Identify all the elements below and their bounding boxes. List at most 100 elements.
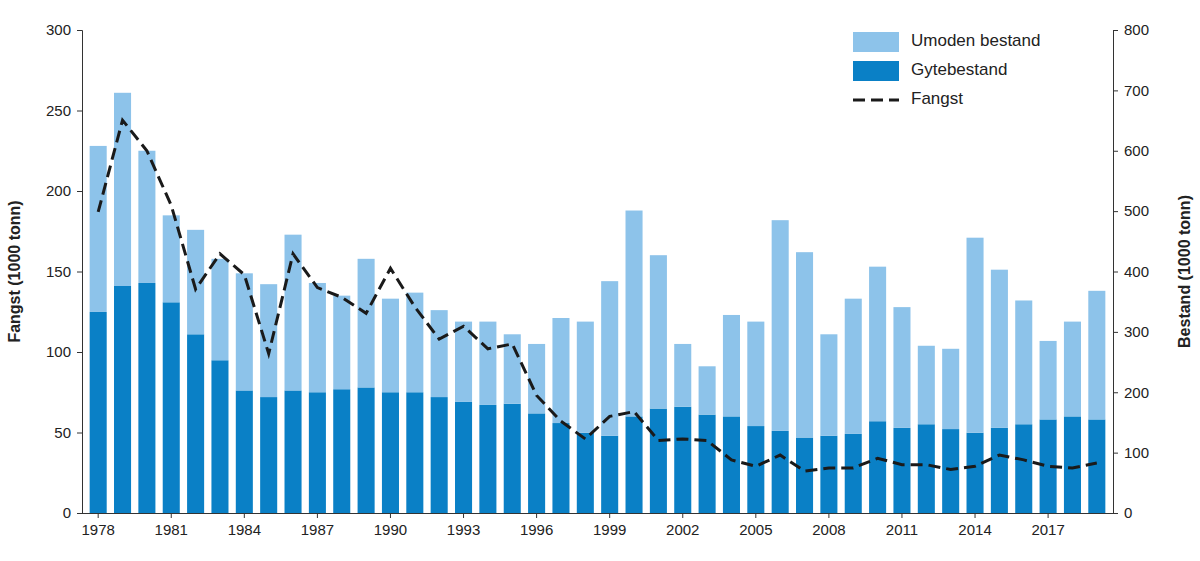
bar (820, 436, 837, 513)
tick: 1993 (447, 513, 480, 538)
bar (991, 428, 1008, 513)
tick: 100 (1113, 444, 1149, 461)
tick-mark (77, 191, 82, 192)
bar (918, 424, 935, 513)
bar (845, 299, 862, 434)
bar (552, 423, 569, 513)
bar (626, 211, 643, 417)
tick-mark (755, 513, 756, 518)
bar (333, 296, 350, 390)
tick-label: 2014 (958, 521, 991, 538)
tick-mark (1048, 513, 1049, 518)
tick-label: 2002 (666, 521, 699, 538)
bar (820, 334, 837, 435)
tick-mark (1113, 272, 1118, 273)
tick: 600 (1113, 142, 1149, 159)
plot-area (90, 93, 1106, 513)
tick-label: 700 (1124, 82, 1149, 99)
tick-mark (609, 513, 610, 518)
bar (90, 146, 107, 312)
tick-label: 0 (63, 504, 71, 521)
tick-label: 300 (1124, 323, 1149, 340)
tick-label: 100 (46, 343, 71, 360)
bar (650, 409, 667, 513)
axis-line (82, 513, 1113, 514)
tick-mark (244, 513, 245, 518)
tick: 1984 (228, 513, 261, 538)
tick-mark (77, 111, 82, 112)
legend-swatch (853, 61, 899, 81)
tick-label: 250 (46, 102, 71, 119)
bar (893, 428, 910, 513)
tick-label: 300 (46, 21, 71, 38)
tick: 1981 (155, 513, 188, 538)
bar (309, 392, 326, 513)
tick-label: 100 (1124, 444, 1149, 461)
bar (236, 390, 253, 513)
tick-label: 1990 (374, 521, 407, 538)
bar (772, 220, 789, 431)
legend-item: Fangst (853, 89, 963, 108)
tick-label: 600 (1124, 142, 1149, 159)
bar (138, 151, 155, 283)
tick-label: 2017 (1031, 521, 1064, 538)
bar (358, 259, 375, 388)
tick-mark (98, 513, 99, 518)
bar (309, 283, 326, 392)
tick: 300 (1113, 323, 1149, 340)
tick: 1987 (301, 513, 334, 538)
tick-mark (390, 513, 391, 518)
tick-mark (536, 513, 537, 518)
bar (358, 387, 375, 513)
bar (1015, 424, 1032, 513)
tick-mark (1113, 453, 1118, 454)
tick-label: 2005 (739, 521, 772, 538)
bar (650, 255, 667, 408)
tick: 150 (46, 263, 82, 280)
legend-swatch (853, 99, 899, 102)
tick-label: 800 (1124, 21, 1149, 38)
bar (552, 318, 569, 423)
tick: 2011 (886, 513, 918, 538)
bar (285, 235, 302, 391)
bar (1064, 416, 1081, 513)
tick-label: 1984 (228, 521, 261, 538)
bar (1040, 341, 1057, 419)
tick-mark (1113, 211, 1118, 212)
bar (285, 390, 302, 513)
tick-mark (77, 272, 82, 273)
tick: 2005 (739, 513, 772, 538)
axis-title: Fangst (1000 tonn) (6, 200, 23, 342)
tick: 0 (1113, 504, 1132, 521)
tick: 400 (1113, 263, 1149, 280)
tick: 700 (1113, 82, 1149, 99)
bar (406, 392, 423, 513)
bar (333, 389, 350, 513)
legend: Umoden bestandGytebestandFangst (853, 31, 1040, 108)
tick: 1999 (593, 513, 626, 538)
tick-mark (682, 513, 683, 518)
tick-mark (171, 513, 172, 518)
bar (382, 392, 399, 513)
bar (90, 312, 107, 513)
bar (796, 252, 813, 437)
bar (845, 434, 862, 513)
bar (1088, 419, 1105, 513)
tick: 2017 (1031, 513, 1064, 538)
tick: 100 (46, 343, 82, 360)
y2-axis: 0 100 200 300 400 500 600 700 800 (1113, 21, 1149, 521)
tick: 200 (46, 182, 82, 199)
tick-label: 200 (1124, 384, 1149, 401)
legend-item: Umoden bestand (853, 31, 1040, 52)
bar (236, 273, 253, 390)
tick-mark (1113, 90, 1118, 91)
tick-label: 500 (1124, 202, 1149, 219)
tick-label: 50 (54, 424, 71, 441)
tick: 1978 (81, 513, 114, 538)
tick: 0 (63, 504, 82, 521)
tick-mark (1113, 30, 1118, 31)
bar (869, 421, 886, 513)
tick: 500 (1113, 202, 1149, 219)
bar (942, 349, 959, 429)
bar (772, 431, 789, 513)
